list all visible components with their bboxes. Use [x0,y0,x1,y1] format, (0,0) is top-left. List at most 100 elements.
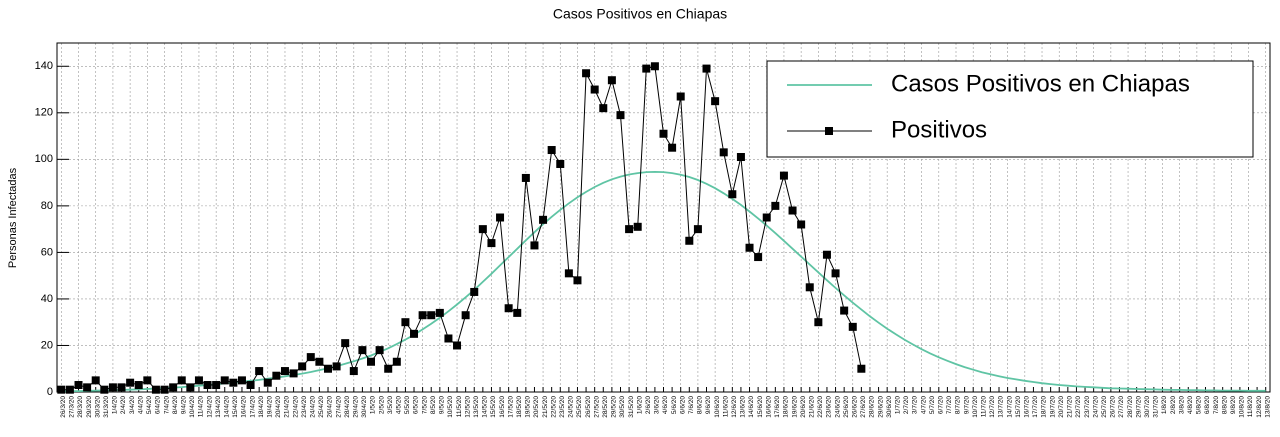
y-tick-label: 0 [47,386,53,398]
data-point [736,153,745,162]
x-tick-label: 9/5/20 [439,396,446,414]
x-tick-label: 21/4/20 [284,396,291,418]
x-tick-label: 2/6/20 [645,396,652,414]
x-tick-label: 25/7/20 [1101,396,1108,418]
data-point [573,276,582,285]
x-tick-label: 30/6/20 [886,396,893,418]
data-point [857,364,866,373]
x-tick-label: 29/4/20 [353,396,360,418]
x-tick-label: 7/6/20 [688,396,695,414]
x-tick-label: 26/3/20 [60,396,67,418]
x-tick-label: 1/7/20 [894,396,901,414]
x-tick-label: 28/5/20 [602,396,609,418]
x-tick-label: 6/8/20 [1204,396,1211,414]
data-point [711,97,720,106]
y-tick-label: 100 [35,153,53,165]
x-tick-label: 6/5/20 [413,396,420,414]
x-tick-label: 18/4/20 [258,396,265,418]
data-point [625,225,634,234]
x-tick-label: 24/6/20 [834,396,841,418]
data-point [100,385,109,394]
x-tick-label: 6/7/20 [938,396,945,414]
x-tick-label: 25/5/20 [576,396,583,418]
data-point [358,346,367,355]
x-tick-label: 9/7/20 [963,396,970,414]
x-tick-label: 15/4/20 [232,396,239,418]
x-tick-label: 17/6/20 [774,396,781,418]
x-tick-label: 4/6/20 [662,396,669,414]
x-tick-label: 31/5/20 [628,396,635,418]
x-tick-label: 31/7/20 [1153,396,1160,418]
data-point [719,148,728,157]
x-tick-label: 25/4/20 [318,396,325,418]
y-axis-label: Personas Infectadas [7,167,19,268]
x-tick-label: 1/6/20 [636,396,643,414]
x-tick-label: 14/4/20 [223,396,230,418]
x-tick-label: 27/7/20 [1118,396,1125,418]
x-tick-label: 26/6/20 [851,396,858,418]
data-point [848,322,857,331]
x-tick-label: 5/7/20 [929,396,936,414]
data-point [203,381,212,390]
x-tick-label: 13/6/20 [740,396,747,418]
x-tick-label: 27/4/20 [335,396,342,418]
data-point [349,367,358,376]
x-tick-label: 22/6/20 [817,396,824,418]
data-point [676,92,685,101]
x-tick-label: 11/6/20 [722,396,729,418]
x-tick-label: 9/4/20 [180,396,187,414]
data-point [410,329,419,338]
x-tick-label: 13/4/20 [215,396,222,418]
data-point [805,283,814,292]
data-point [513,308,522,317]
x-tick-label: 5/8/20 [1196,396,1203,414]
x-tick-label: 1/5/20 [370,396,377,414]
data-point [453,341,462,350]
data-point [160,385,169,394]
x-tick-label: 23/4/20 [301,396,308,418]
x-tick-label: 24/7/20 [1092,396,1099,418]
data-point [220,376,229,385]
x-tick-label: 20/4/20 [275,396,282,418]
x-tick-label: 14/5/20 [482,396,489,418]
x-tick-label: 12/5/20 [464,396,471,418]
y-tick-label: 120 [35,107,53,119]
data-point [539,215,548,224]
data-point [762,213,771,222]
x-tick-label: 11/7/20 [981,396,988,418]
x-tick-label: 4/5/20 [396,396,403,414]
data-point [272,371,281,380]
data-point [367,357,376,366]
x-tick-label: 28/7/20 [1127,396,1134,418]
x-tick-label: 19/6/20 [791,396,798,418]
data-point [83,383,92,392]
data-point [599,104,608,113]
x-tick-label: 16/6/20 [765,396,772,418]
x-tick-label: 4/7/20 [920,396,927,414]
x-tick-label: 3/8/20 [1178,396,1185,414]
data-point [797,220,806,229]
x-tick-label: 12/6/20 [731,396,738,418]
data-point [401,318,410,327]
x-tick-label: 10/7/20 [972,396,979,418]
x-tick-label: 4/4/20 [137,396,144,414]
x-tick-label: 30/3/20 [94,396,101,418]
x-tick-label: 7/5/20 [421,396,428,414]
data-point [659,129,668,138]
series-line [61,170,1266,393]
y-tick-label: 80 [41,200,53,212]
data-point [126,378,135,387]
data-point [668,143,677,152]
chart-title: Casos Positivos en Chiapas [553,6,727,22]
x-tick-label: 4/8/20 [1187,396,1194,414]
x-tick-label: 12/4/20 [206,396,213,418]
data-point [754,253,763,262]
data-point [693,225,702,234]
x-tick-label: 25/6/20 [843,396,850,418]
x-tick-label: 18/6/20 [783,396,790,418]
data-point [840,306,849,315]
x-tick-label: 3/7/20 [912,396,919,414]
x-tick-label: 10/4/20 [189,396,196,418]
data-point [375,346,384,355]
